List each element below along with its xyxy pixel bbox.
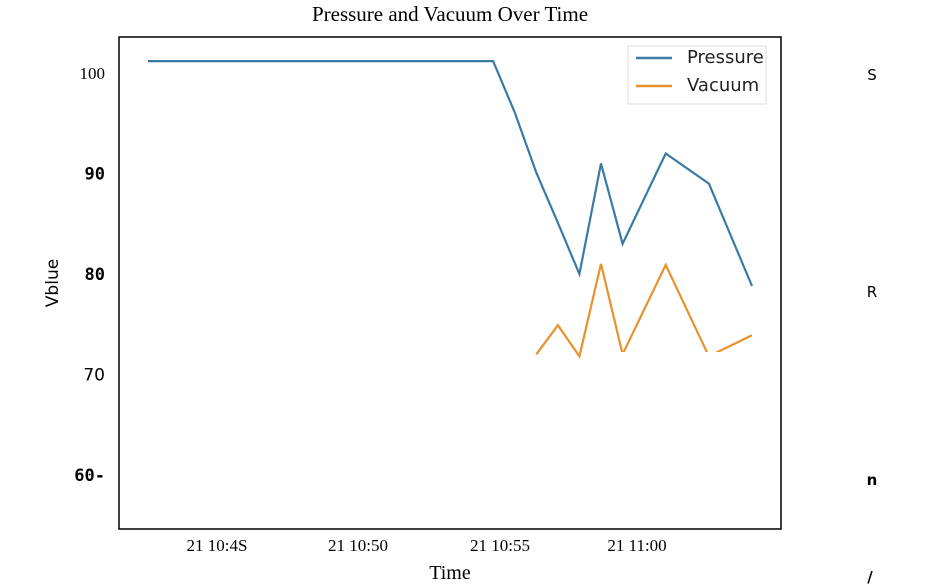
x-tick-label: 21 10:50: [328, 536, 388, 555]
blank-overlay: [612, 352, 772, 522]
x-tick-label: 21 11:00: [607, 536, 666, 555]
side-marker-s: S: [867, 66, 877, 84]
y-axis-label: Vblue: [43, 259, 63, 307]
legend: Pressure Vacuum: [627, 45, 767, 105]
x-tick-label: 21 10:55: [470, 536, 530, 555]
y-tick-label: 60-: [74, 466, 105, 486]
y-axis: 100 90 80 70 60-: [74, 64, 105, 486]
y-tick-label: 80: [85, 265, 105, 285]
x-axis: 21 10:4S 21 10:50 21 10:55 21 11:00: [187, 536, 667, 555]
side-marker-n: n: [867, 471, 878, 489]
series-line-vacuum: [535, 262, 753, 359]
side-markers: S R n /: [867, 66, 878, 585]
legend-box: [627, 45, 767, 105]
y-tick-label: 70: [83, 365, 105, 385]
side-marker-slash: /: [867, 568, 873, 585]
legend-label-pressure: Pressure: [687, 47, 764, 68]
legend-label-vacuum: Vacuum: [687, 75, 759, 96]
x-axis-label: Time: [429, 562, 471, 584]
side-marker-r: R: [867, 283, 877, 301]
series-lines: [148, 59, 754, 359]
chart-title: Pressure and Vacuum Over Time: [312, 2, 588, 26]
series-line-pressure: [148, 59, 754, 287]
x-tick-label: 21 10:4S: [187, 536, 248, 555]
y-tick-label: 100: [80, 64, 106, 83]
y-tick-label: 90: [85, 165, 105, 185]
